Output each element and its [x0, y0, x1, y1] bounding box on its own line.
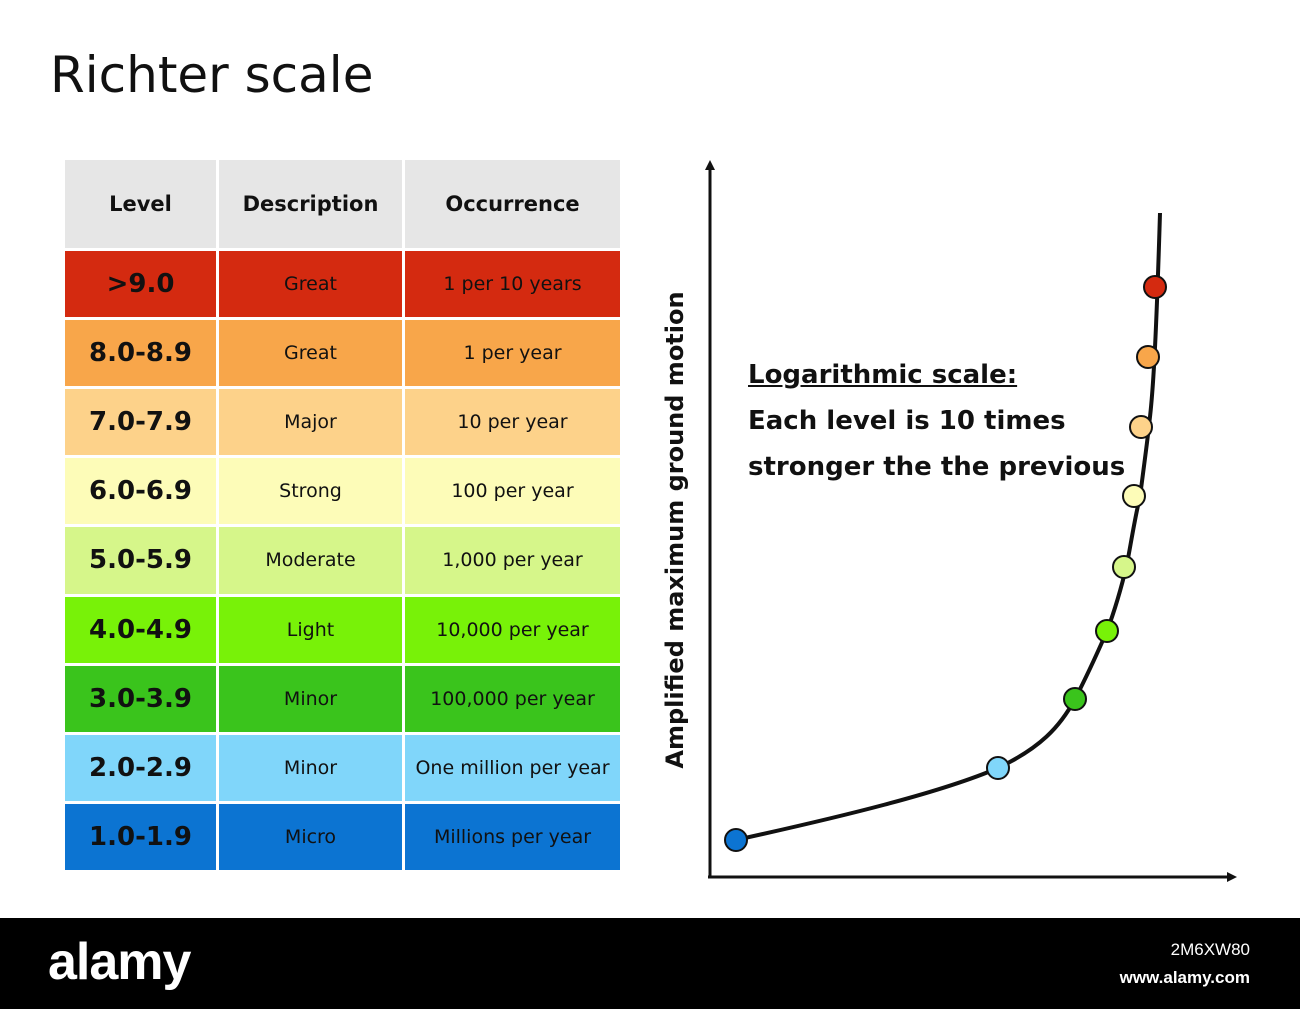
occurrence-cell: 1 per 10 years: [402, 247, 623, 321]
occurrence-cell: One million per year: [402, 731, 623, 804]
level-cell: 4.0-4.9: [62, 593, 219, 666]
table-header-row: Level Description Occurrence: [62, 157, 623, 251]
occurrence-cell: 100,000 per year: [402, 662, 623, 735]
table-row: 5.0-5.9 Moderate 1,000 per year: [62, 524, 623, 597]
annotation-heading: Logarithmic scale:: [748, 360, 1018, 390]
level-point: [986, 756, 1010, 780]
level-point: [1095, 619, 1119, 643]
level-cell: 3.0-3.9: [62, 662, 219, 735]
level-point: [1136, 345, 1160, 369]
annotation-line-1: Each level is 10 times: [748, 406, 1066, 436]
level-cell: 2.0-2.9: [62, 731, 219, 804]
description-cell: Moderate: [216, 524, 405, 597]
level-cell: 8.0-8.9: [62, 317, 219, 390]
description-cell: Minor: [216, 662, 405, 735]
occurrence-cell: 10 per year: [402, 386, 623, 459]
footer-url: www.alamy.com: [1119, 968, 1250, 987]
table-row: 3.0-3.9 Minor 100,000 per year: [62, 662, 623, 735]
log-scale-annotation: Logarithmic scale: Each level is 10 time…: [748, 352, 1125, 490]
growth-curve: [735, 212, 1162, 842]
level-point: [1129, 415, 1153, 439]
header-level: Level: [62, 157, 219, 251]
page-title: Richter scale: [50, 46, 374, 104]
occurrence-cell: 1,000 per year: [402, 524, 623, 597]
table-row: 7.0-7.9 Major 10 per year: [62, 386, 623, 459]
description-cell: Minor: [216, 731, 405, 804]
description-cell: Strong: [216, 455, 405, 528]
level-cell: >9.0: [62, 247, 219, 321]
level-cell: 6.0-6.9: [62, 455, 219, 528]
description-cell: Great: [216, 247, 405, 321]
occurrence-cell: 100 per year: [402, 455, 623, 528]
description-cell: Micro: [216, 800, 405, 874]
level-cell: 7.0-7.9: [62, 386, 219, 459]
footer-logo: alamy: [48, 933, 191, 991]
table-row: 8.0-8.9 Great 1 per year: [62, 317, 623, 390]
richter-scale-table: Level Description Occurrence >9.0 Great 1 …: [62, 157, 623, 874]
level-cell: 5.0-5.9: [62, 524, 219, 597]
occurrence-cell: 10,000 per year: [402, 593, 623, 666]
level-points: [724, 275, 1167, 852]
level-point: [1063, 687, 1087, 711]
level-point: [1112, 555, 1136, 579]
level-point: [1122, 484, 1146, 508]
table-row: 1.0-1.9 Micro Millions per year: [62, 800, 623, 874]
stock-footer-bar: alamy 2M6XW80 www.alamy.com: [0, 918, 1300, 1009]
y-axis-label: Amplified maximum ground motion: [661, 291, 689, 769]
footer-image-id: 2M6XW80: [1170, 940, 1250, 959]
level-point: [1143, 275, 1167, 299]
header-occurrence: Occurrence: [402, 157, 623, 251]
logarithmic-graph: [705, 160, 1237, 882]
table-row: >9.0 Great 1 per 10 years: [62, 247, 623, 321]
level-point: [724, 828, 748, 852]
description-cell: Great: [216, 317, 405, 390]
occurrence-cell: Millions per year: [402, 800, 623, 874]
header-description: Description: [216, 157, 405, 251]
annotation-line-2: stronger the the previous: [748, 452, 1126, 482]
level-cell: 1.0-1.9: [62, 800, 219, 874]
table-row: 6.0-6.9 Strong 100 per year: [62, 455, 623, 528]
table-row: 2.0-2.9 Minor One million per year: [62, 731, 623, 804]
occurrence-cell: 1 per year: [402, 317, 623, 390]
description-cell: Light: [216, 593, 405, 666]
description-cell: Major: [216, 386, 405, 459]
table-row: 4.0-4.9 Light 10,000 per year: [62, 593, 623, 666]
